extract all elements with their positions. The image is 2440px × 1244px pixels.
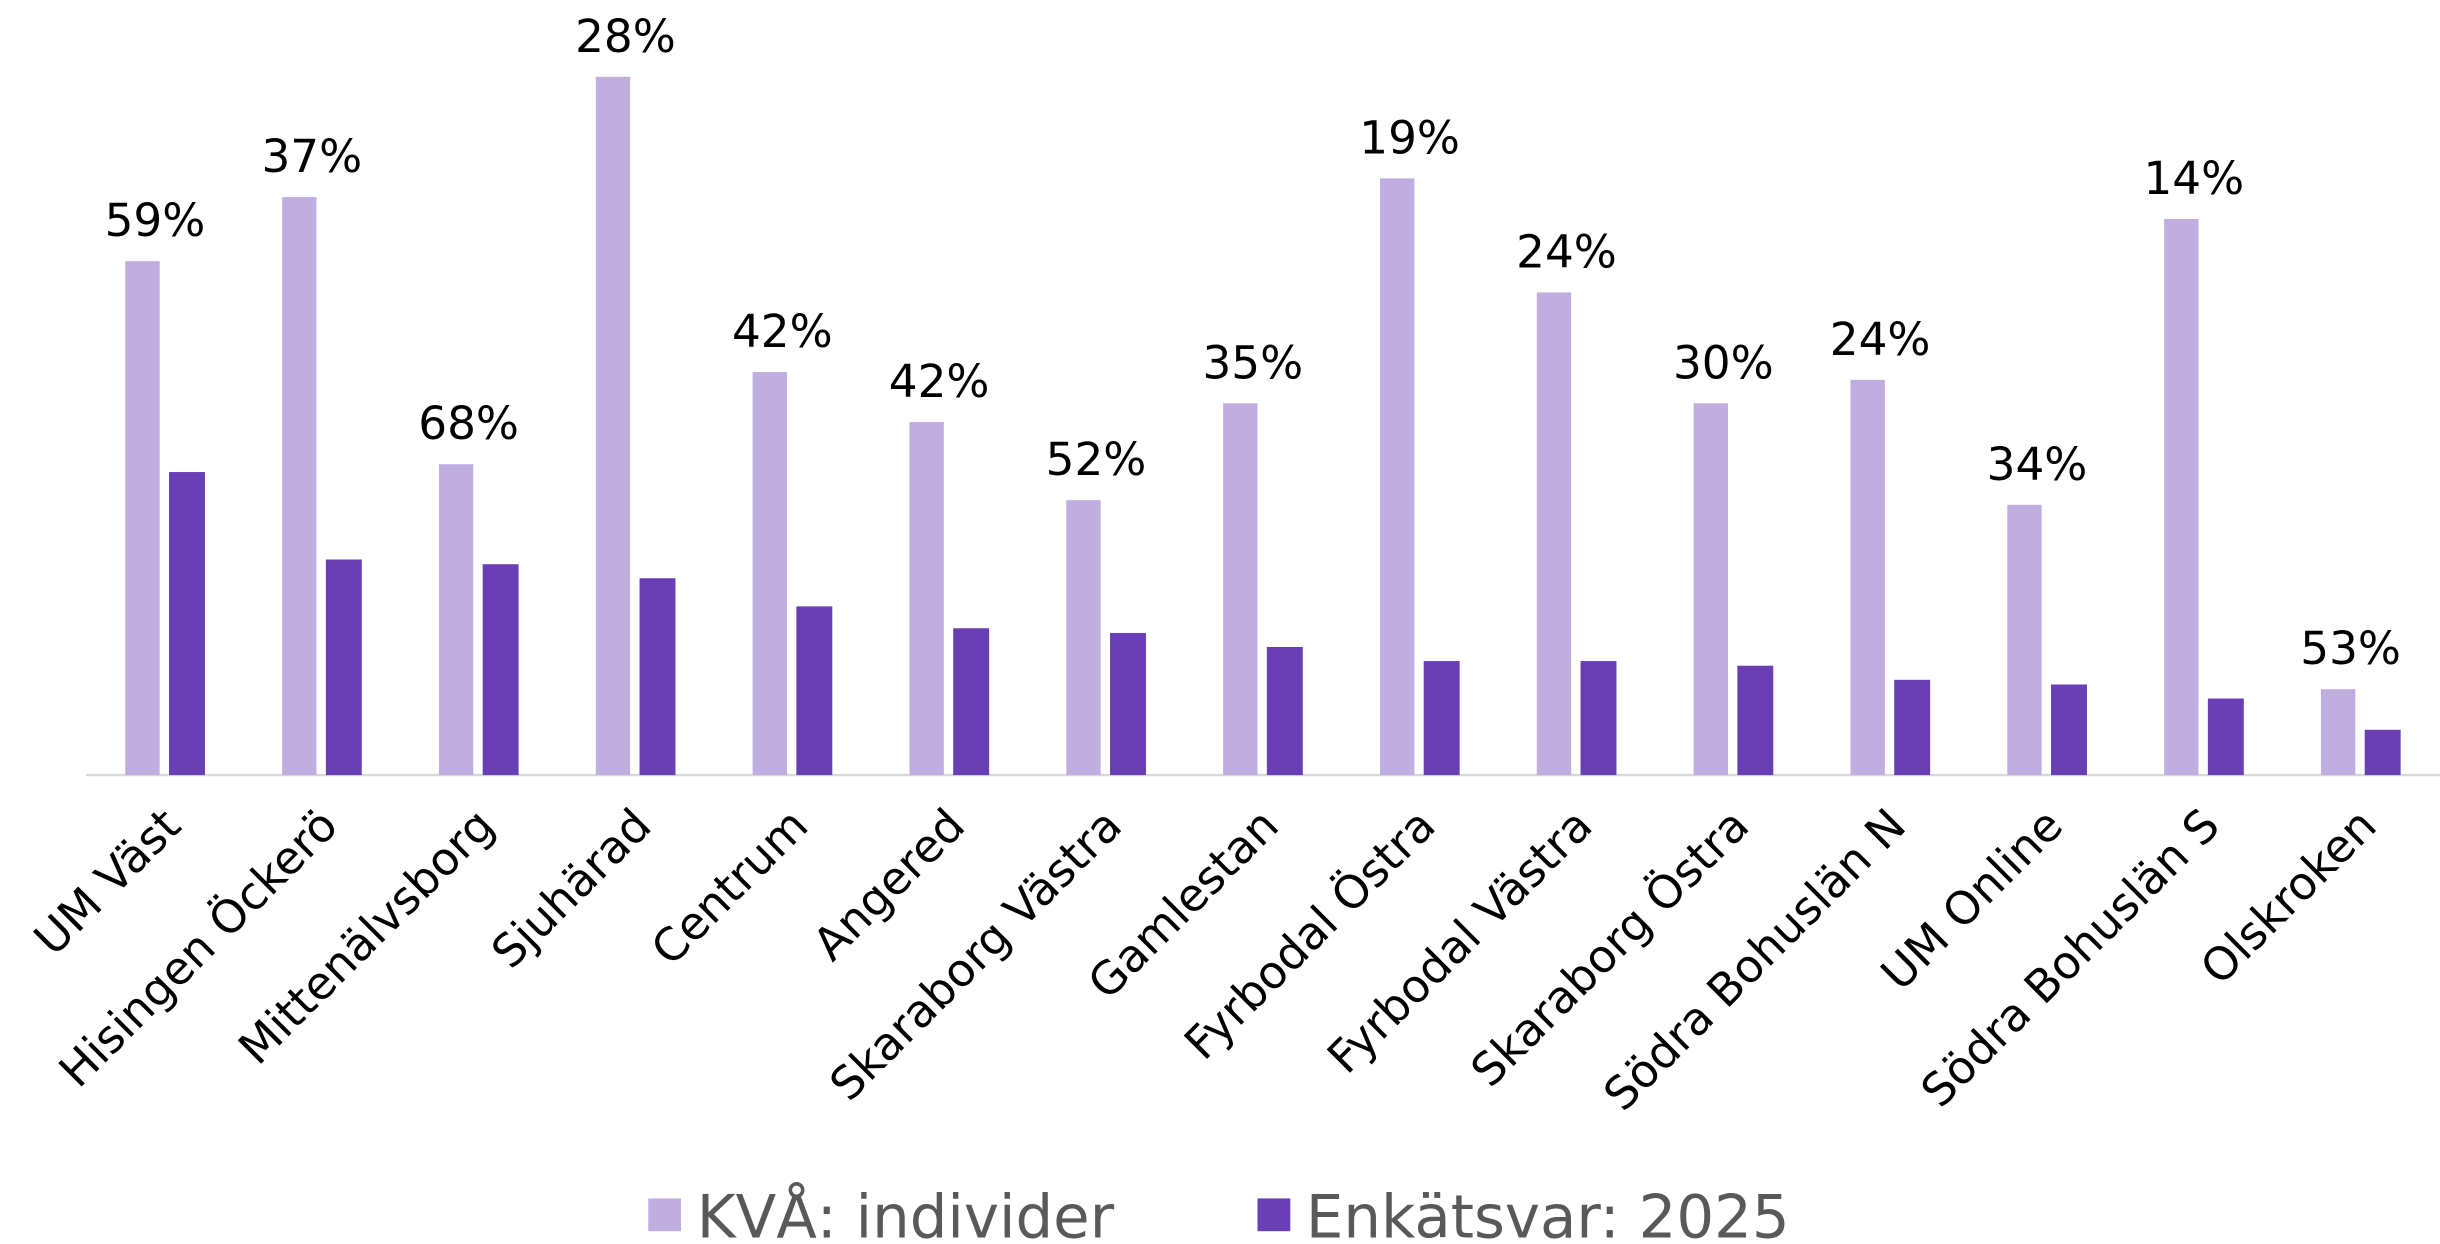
rate-label: 52% [1046,433,1147,486]
bar [1850,379,1885,776]
legend-swatch [1257,1198,1291,1232]
bar [1737,665,1774,776]
rate-label: 24% [1516,225,1617,278]
bar [2164,218,2199,776]
bar [2051,684,2087,776]
bar [282,197,317,776]
x-tick-label: Södra Bohuslän N [1593,798,1916,1121]
rate-label: 14% [2143,152,2244,205]
x-tick-label: Hisingen Öckerö [48,798,348,1098]
bar [1066,500,1101,776]
rate-label: 53% [2300,622,2401,675]
bar [1266,646,1303,776]
x-tick-label: UM Väst [24,798,191,965]
legend-label: KVÅ: individer [697,1182,1115,1244]
bar [325,559,362,776]
bar [1110,632,1146,776]
bar [752,372,787,776]
rate-label: 37% [261,130,362,183]
bar [909,422,944,776]
bar [1693,403,1728,776]
x-tick-label: Centrum [641,798,818,975]
rate-label: 30% [1673,336,1774,389]
bar [125,261,160,776]
rate-label: 34% [1987,438,2088,491]
bar [2320,689,2356,776]
bar [953,628,990,776]
bar [1894,679,1931,776]
rate-label: 42% [732,305,833,358]
x-tick-label: Sjuhärad [481,798,661,978]
rate-label: 35% [1202,336,1303,389]
bar [2007,504,2042,776]
bar [482,564,519,776]
rate-label: 24% [1830,313,1931,366]
rate-label: 19% [1359,111,1460,164]
rate-label: 59% [105,194,206,247]
bar [595,76,631,776]
rate-label: 42% [889,355,990,408]
x-tick-label: Skaraborg Östra [1460,798,1759,1097]
bar [169,472,205,776]
bar [1223,403,1258,776]
x-tick-label: Södra Bohuslän S [1911,798,2230,1117]
bar [796,606,833,776]
bar [438,464,474,776]
rate-label: 28% [575,10,676,63]
bar [639,578,676,776]
rate-label: 68% [418,397,519,450]
legend-swatch [648,1198,682,1232]
bar [1423,661,1460,776]
bar [2207,698,2244,776]
bar [1536,292,1572,776]
x-tick-label: Skaraborg Västra [820,798,1132,1110]
bar [2364,729,2401,776]
x-tick-label: Fyrbodal Västra [1317,798,1602,1083]
legend-label: Enkätsvar: 2025 [1306,1182,1790,1244]
bar [1379,178,1415,776]
bar [1580,661,1617,776]
